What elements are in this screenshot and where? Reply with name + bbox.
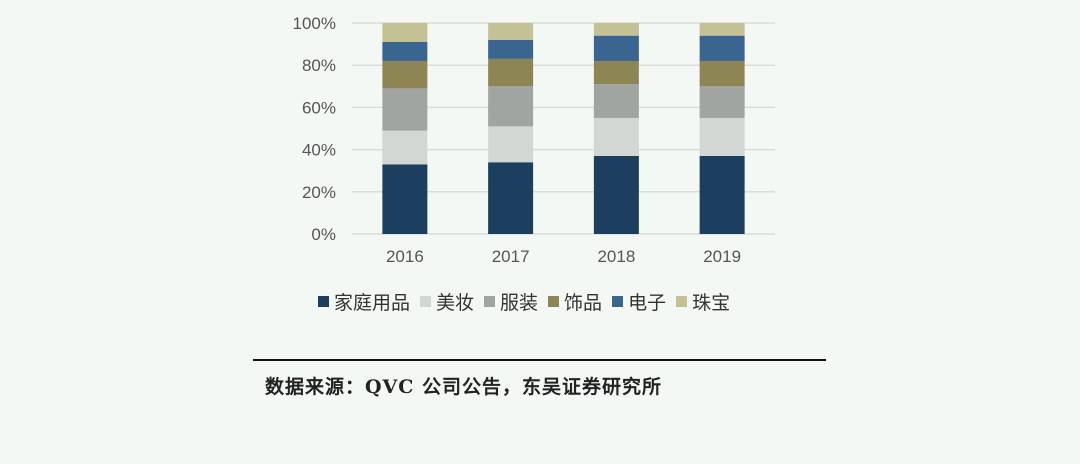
legend-swatch — [612, 296, 624, 307]
bar-segment-2019-2 — [699, 86, 745, 118]
x-tick-label: 2019 — [703, 247, 741, 266]
bar-segment-2019-3 — [699, 60, 745, 87]
legend-label: 电子 — [628, 292, 667, 314]
bar-segment-2017-5 — [488, 23, 534, 40]
legend-swatch — [676, 296, 688, 307]
bar-segment-2017-1 — [488, 126, 534, 163]
bar-segment-2017-4 — [488, 39, 534, 59]
bar-segment-2016-5 — [382, 23, 428, 42]
x-tick-label: 2017 — [492, 247, 530, 266]
legend-item: 美妆 — [420, 288, 474, 315]
y-tick-label: 60% — [302, 98, 336, 117]
legend-swatch — [318, 296, 329, 307]
legend-item: 家庭用品 — [318, 288, 410, 315]
legend: 家庭用品 美妆 服装 饰品 电子 珠宝 — [318, 288, 740, 315]
legend-label: 饰品 — [564, 292, 603, 314]
source-note: 数据来源：QVC 公司公告，东吴证券研究所 — [265, 376, 663, 398]
legend-swatch — [548, 296, 560, 307]
legend-item: 饰品 — [548, 288, 602, 315]
legend-item: 珠宝 — [676, 288, 730, 315]
legend-swatch — [484, 296, 496, 307]
legend-label: 珠宝 — [692, 292, 731, 314]
x-tick-label: 2016 — [386, 247, 424, 266]
bar-segment-2019-1 — [699, 117, 745, 156]
bar-segment-2019-4 — [699, 35, 745, 61]
x-tick-label: 2018 — [597, 247, 635, 266]
bar-segment-2017-3 — [488, 58, 534, 87]
bar-segment-2016-3 — [382, 60, 428, 89]
bar-segment-2018-0 — [593, 155, 639, 234]
legend-label: 家庭用品 — [334, 292, 411, 314]
bar-segment-2018-4 — [593, 35, 639, 61]
legend-swatch — [420, 296, 432, 307]
bar-segment-2016-4 — [382, 41, 428, 61]
legend-label: 美妆 — [436, 292, 475, 314]
legend-label: 服装 — [500, 292, 539, 314]
y-tick-label: 0% — [311, 225, 336, 244]
bar-segment-2016-2 — [382, 88, 428, 131]
y-tick-label: 20% — [302, 183, 336, 202]
y-tick-label: 100% — [293, 14, 336, 33]
bar-segment-2018-3 — [593, 60, 639, 85]
divider — [253, 359, 826, 361]
legend-item: 电子 — [612, 288, 666, 315]
y-tick-label: 40% — [302, 141, 336, 160]
legend-item: 服装 — [484, 288, 538, 315]
bar-segment-2017-0 — [488, 162, 534, 234]
bar-segment-2018-5 — [593, 23, 639, 36]
y-tick-label: 80% — [302, 56, 336, 75]
bar-segment-2018-1 — [593, 117, 639, 156]
stacked-bar-chart: 0% 20% 40% 60% 80% 100% 2016 2017 2018 2019 — [293, 14, 775, 266]
bar-segment-2016-0 — [382, 164, 428, 234]
bar-segment-2017-2 — [488, 86, 534, 127]
bar-segment-2019-5 — [699, 23, 745, 36]
bar-segment-2016-1 — [382, 130, 428, 165]
bar-segment-2019-0 — [699, 155, 745, 234]
bar-segment-2018-2 — [593, 84, 639, 118]
